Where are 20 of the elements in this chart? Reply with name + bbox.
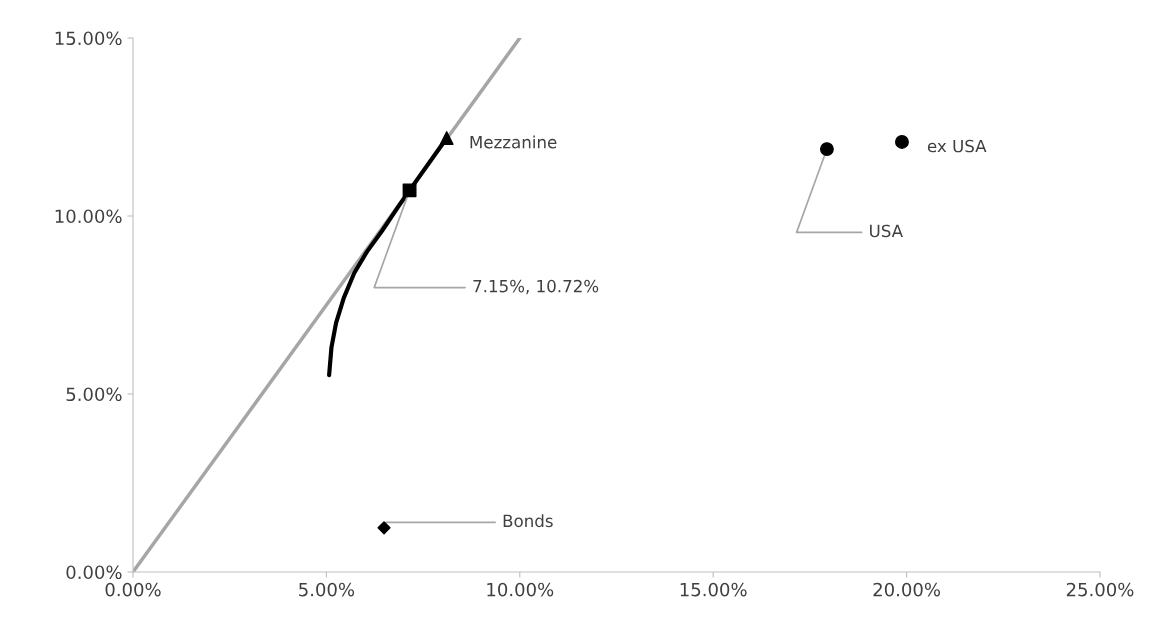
point	[439, 131, 454, 145]
x-tick-label: 25.00%	[1066, 582, 1134, 597]
point	[402, 183, 417, 198]
point	[819, 142, 834, 157]
annotation: Bonds	[503, 514, 553, 528]
x-tick-label: 15.00%	[680, 582, 747, 597]
y-tick-label: 10.00%	[55, 209, 122, 224]
x-tick-label: 20.00%	[873, 582, 941, 597]
annotation: 7.15%, 10.72%	[473, 279, 599, 295]
y-tick-label: 15.00%	[55, 31, 122, 46]
annotation: ex USA	[927, 139, 987, 153]
y-tick-label: 0.00%	[66, 565, 122, 580]
x-tick-label: 0.00%	[105, 582, 161, 597]
annotation: Mezzanine	[470, 135, 557, 149]
y-tick-label: 5.00%	[66, 387, 122, 402]
x-tick-label: 5.00%	[299, 582, 355, 597]
point	[377, 521, 391, 535]
x-tick-label: 10.00%	[487, 582, 554, 597]
annotation: USA	[870, 224, 903, 238]
point	[895, 135, 909, 149]
